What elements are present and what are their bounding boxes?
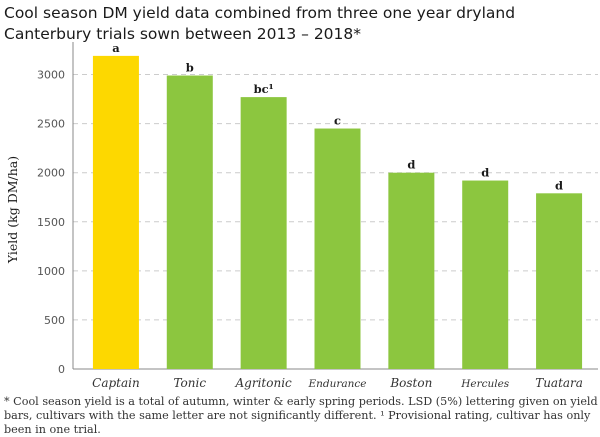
significance-label: d (555, 178, 563, 192)
y-tick-label: 2500 (37, 118, 65, 131)
significance-label: d (481, 166, 489, 180)
y-axis-label: Yield (kg DM/ha) (5, 156, 20, 264)
y-tick-label: 500 (44, 314, 65, 327)
significance-label: c (334, 114, 341, 128)
chart-footnote: * Cool season yield is a total of autumn… (4, 395, 598, 436)
y-tick-label: 0 (58, 363, 65, 376)
bar-agritonic (240, 97, 287, 370)
x-tick-label: Hercules (460, 378, 510, 390)
significance-label: d (407, 158, 415, 172)
significance-label: b (186, 61, 194, 75)
y-tick-label: 2000 (37, 167, 65, 180)
bar-endurance (314, 128, 361, 369)
y-tick-label: 3000 (37, 69, 65, 82)
x-tick-label: Agritonic (235, 376, 293, 390)
x-tick-label: Captain (92, 376, 140, 390)
significance-label: bc¹ (254, 82, 274, 96)
x-tick-label: Tonic (173, 376, 206, 390)
y-tick-label: 1000 (37, 265, 65, 278)
x-tick-label: Endurance (307, 378, 366, 390)
chart-title: Cool season DM yield data combined from … (4, 4, 516, 43)
bar-tonic (166, 75, 213, 370)
bar-chart: 0 500 1000 1500 2000 2500 3000 Yield (kg DM/ha)… (5, 41, 598, 390)
x-tick-label: Tuatara (535, 376, 583, 390)
x-tick-label: Boston (389, 376, 432, 390)
bar-boston (388, 172, 435, 369)
bar-tuatara (536, 193, 583, 369)
bar-hercules (462, 180, 509, 369)
bar-captain (92, 55, 139, 370)
y-tick-label: 1500 (37, 216, 65, 229)
significance-label: a (112, 41, 120, 55)
